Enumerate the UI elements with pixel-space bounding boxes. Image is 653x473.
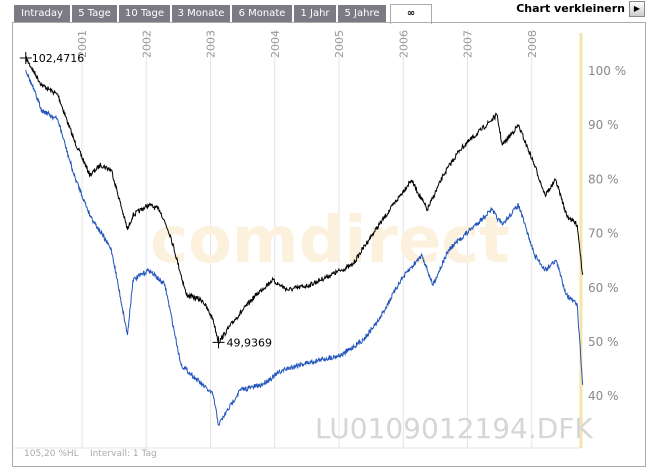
y-tick-label: 70 % [588,227,619,241]
x-tick-label: 2003 [205,30,218,58]
tab-5[interactable]: 1 Jahr [294,5,336,22]
tab-1[interactable]: 5 Tage [72,5,117,22]
x-tick-label: 2004 [269,30,282,58]
y-tick-label: 50 % [588,335,619,349]
x-tick-label: 2006 [397,30,410,58]
symbol-label: LU0109012194.DFK [315,412,593,445]
max-label: 102,4716 [32,52,85,65]
min-label: 49,9369 [227,336,273,349]
series-line-0 [25,56,584,344]
y-tick-label: 90 % [588,118,619,132]
series-line-1 [25,69,584,427]
tab-0[interactable]: Intraday [14,5,70,22]
footer-range: 105,20 %HL [24,449,79,459]
chart-frame [12,22,646,467]
y-tick-label: 100 % [588,64,626,78]
tab-6[interactable]: 5 Jahre [338,5,386,22]
y-tick-label: 80 % [588,172,619,186]
watermark-logo: comdirect [150,204,510,278]
footer-interval: Intervall: 1 Tag [90,449,157,459]
tab-3[interactable]: 3 Monate [172,5,230,22]
x-tick-label: 2005 [333,30,346,58]
tab-7[interactable]: ∞ [390,4,432,24]
tab-4[interactable]: 6 Monate [232,5,292,22]
tab-2[interactable]: 10 Tage [119,5,170,22]
max-marker [19,51,32,64]
min-marker [212,336,225,349]
play-right-icon[interactable]: ▶ [629,1,645,17]
chart-shrink-link[interactable]: Chart verkleinern [516,2,625,15]
x-tick-label: 2007 [462,30,475,58]
x-tick-label: 2008 [526,30,539,58]
y-tick-label: 40 % [588,389,619,403]
x-tick-label: 2001 [76,30,89,58]
y-tick-label: 60 % [588,281,619,295]
x-tick-label: 2002 [140,30,153,58]
